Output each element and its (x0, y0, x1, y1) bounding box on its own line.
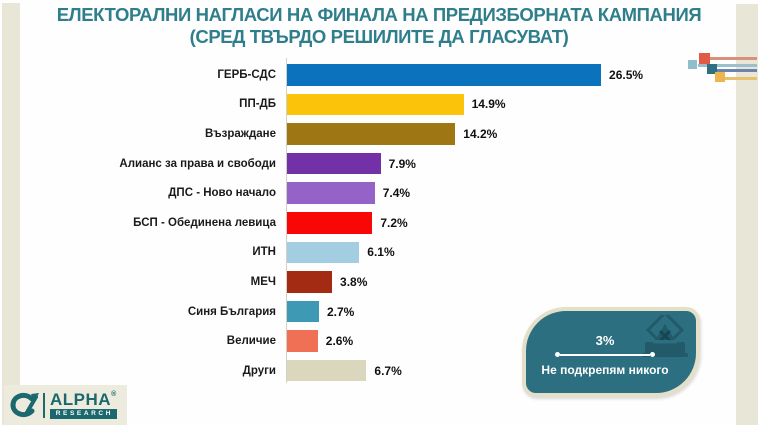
bar-row: Възраждане 14.2% (22, 119, 662, 149)
category-label: ГЕРБ-СДС (217, 68, 276, 81)
bar-track: 6.7% (287, 359, 662, 382)
deco-line-navy (717, 69, 757, 72)
value-label: 7.9% (388, 156, 416, 171)
deco-line-blue (698, 64, 757, 67)
category-label: Величие (226, 335, 276, 348)
category-label: ПП-ДБ (239, 98, 276, 111)
bar (287, 271, 333, 293)
category-label: БСП - Обединена левица (133, 216, 276, 229)
bar-track: 3.8% (287, 271, 662, 293)
bar-row: Величие 2.6% (22, 326, 662, 356)
badge-label: Не подкрепям никого (541, 363, 669, 377)
bar-row: ДПС - Ново начало 7.4% (22, 178, 662, 208)
bar (287, 212, 373, 234)
bar-row: Алианс за права и свободи 7.9% (22, 149, 662, 179)
value-label: 3.8% (340, 274, 368, 289)
category-label: Алианс за права и свободи (119, 157, 276, 170)
deco-square-lightblue (688, 60, 697, 69)
axis-line (286, 58, 287, 383)
value-label: 14.2% (463, 126, 498, 141)
badge-divider-line (555, 352, 655, 357)
value-label: 7.2% (380, 215, 408, 230)
title-line-1: ЕЛЕКТОРАЛНИ НАГЛАСИ НА ФИНАЛА НА ПРЕДИЗБ… (56, 4, 702, 25)
bar-row: ИТН 6.1% (22, 238, 662, 268)
left-border-stripe (2, 3, 20, 425)
bar-track: 26.5% (287, 64, 662, 86)
title-line-2: (СРЕД ТВЪРДО РЕШИЛИТЕ ДА ГЛАСУВАТ) (189, 25, 569, 47)
category-label: Други (242, 364, 276, 377)
bar-row: МЕЧ 3.8% (22, 267, 662, 297)
page-title: ЕЛЕКТОРАЛНИ НАГЛАСИ НА ФИНАЛА НА ПРЕДИЗБ… (28, 4, 730, 48)
value-label: 6.1% (367, 245, 395, 260)
alpha-research-logo: ALPHA® RESEARCH (4, 385, 127, 425)
value-label: 7.4% (382, 186, 411, 201)
bar-track: 7.4% (287, 182, 662, 204)
bar-rows: ГЕРБ-СДС 26.5% ПП-ДБ 14.9% Възраждане 14.2% Ал… (22, 60, 662, 386)
value-label: 6.7% (374, 363, 402, 378)
deco-line-yellow (725, 77, 757, 80)
bar-track: 14.9% (287, 93, 662, 116)
value-label: 14.9% (471, 97, 506, 112)
logo-brand-word: ALPHA (50, 390, 112, 410)
bar (287, 359, 367, 382)
deco-square-red (699, 53, 710, 64)
logo-brand: ALPHA® (50, 391, 117, 408)
bar (287, 241, 360, 264)
bar (287, 330, 318, 352)
bar-track: 2.7% (287, 300, 662, 323)
logo-text: ALPHA® RESEARCH (50, 391, 117, 419)
bar-row: ГЕРБ-СДС 26.5% (22, 60, 662, 90)
category-label: ИТН (252, 246, 276, 259)
category-label: Синя България (187, 305, 276, 318)
bar-row: Синя България 2.7% (22, 297, 662, 327)
bar-track: 2.6% (287, 330, 662, 352)
alpha-logo-icon (10, 392, 39, 418)
right-border-stripe (736, 4, 758, 425)
bar (287, 93, 464, 116)
registered-mark: ® (111, 391, 117, 399)
bar (287, 123, 456, 145)
bar-chart: ГЕРБ-СДС 26.5% ПП-ДБ 14.9% Възраждане 14.2% Ал… (22, 58, 662, 386)
bar-track: 7.2% (287, 212, 662, 234)
bar (287, 152, 381, 175)
deco-square-teal (707, 64, 717, 74)
category-label: МЕЧ (250, 275, 276, 288)
value-label: 26.5% (609, 67, 644, 82)
badge-value: 3% (595, 333, 615, 348)
no-support-badge: 3% Не подкрепям никого (522, 307, 700, 397)
divider-line (560, 353, 650, 356)
logo-divider (43, 392, 45, 418)
value-label: 2.7% (326, 304, 355, 319)
value-label: 2.6% (325, 334, 354, 349)
divider-dot-right (650, 352, 655, 357)
deco-line-red (710, 57, 757, 60)
logo-subtitle: RESEARCH (50, 409, 117, 419)
badge-content: 3% Не подкрепям никого (536, 333, 674, 377)
deco-square-yellow (715, 72, 725, 82)
bar-row: БСП - Обединена левица 7.2% (22, 208, 662, 238)
bar-track: 14.2% (287, 123, 662, 145)
bar (287, 182, 375, 204)
bar (287, 300, 319, 323)
bar-track: 6.1% (287, 241, 662, 264)
bar-row: Други 6.7% (22, 356, 662, 386)
bar-track: 7.9% (287, 152, 662, 175)
divider-dot-left (555, 352, 560, 357)
category-label: Възраждане (204, 127, 276, 140)
bar (287, 64, 602, 86)
category-label: ДПС - Ново начало (168, 187, 276, 200)
bar-row: ПП-ДБ 14.9% (22, 90, 662, 120)
